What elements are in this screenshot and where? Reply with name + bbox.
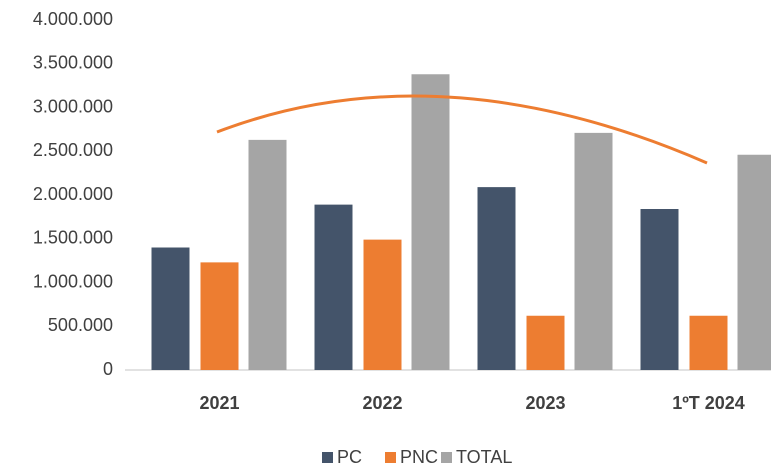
- y-tick-label: 1.000.000: [33, 271, 113, 291]
- bar: [526, 315, 565, 370]
- bar: [314, 204, 353, 370]
- y-tick-label: 4.000.000: [33, 9, 113, 29]
- bar: [200, 262, 239, 370]
- y-tick-label: 1.500.000: [33, 228, 113, 248]
- x-tick-label: 1ºT 2024: [672, 393, 745, 413]
- y-tick-label: 0: [103, 359, 113, 379]
- bar: [151, 247, 190, 370]
- bar: [477, 187, 516, 370]
- bar: [411, 74, 450, 370]
- legend-swatch: [441, 452, 452, 463]
- x-tick-label: 2021: [199, 393, 239, 413]
- y-tick-label: 2.000.000: [33, 184, 113, 204]
- bar: [574, 132, 613, 370]
- legend-swatch: [385, 452, 396, 463]
- x-tick-label: 2023: [525, 393, 565, 413]
- legend-swatch: [322, 452, 333, 463]
- trend-line: [216, 94, 708, 165]
- bar: [689, 315, 728, 370]
- y-tick-label: 500.000: [48, 315, 113, 335]
- y-tick-label: 3.000.000: [33, 96, 113, 116]
- legend-label: TOTAL: [456, 447, 512, 467]
- bar: [640, 209, 679, 370]
- bar: [363, 239, 402, 370]
- bar: [737, 154, 771, 370]
- y-tick-label: 3.500.000: [33, 53, 113, 73]
- legend-label: PNC: [400, 447, 438, 467]
- legend-label: PC: [337, 447, 362, 467]
- x-tick-label: 2022: [362, 393, 402, 413]
- y-tick-label: 2.500.000: [33, 140, 113, 160]
- bar: [248, 139, 287, 370]
